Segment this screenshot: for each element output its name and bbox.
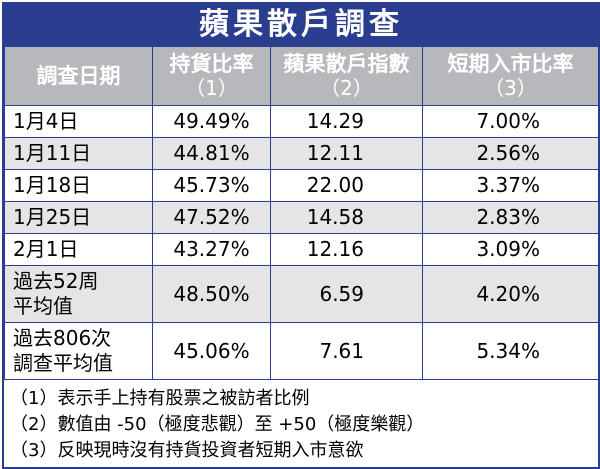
entry-ratio-cell: 2.56% (422, 137, 599, 170)
table-row: 2月1日 43.27% 12.16 3.09% (4, 233, 599, 266)
retail-index-cell: 14.58 (270, 201, 423, 234)
row-date-label: 1月18日 (4, 169, 153, 202)
entry-ratio-cell: 4.20% (422, 265, 599, 323)
table-row: 過去806次 調查平均值 45.06% 7.61 5.34% (4, 322, 599, 380)
table-row: 1月18日 45.73% 22.00 3.37% (4, 169, 599, 202)
row-date-label: 1月4日 (4, 105, 153, 138)
holding-ratio-cell: 45.73% (152, 169, 271, 202)
survey-table: 調查日期 持貨比率 （1） 蘋果散戶指數 （2） 短期入市比率 （3） 1月4日 49… (4, 46, 599, 380)
holding-ratio-cell: 45.06% (152, 322, 271, 380)
retail-index-cell: 14.29 (270, 105, 423, 138)
entry-ratio-cell: 7.00% (422, 105, 599, 138)
retail-index-cell: 12.11 (270, 137, 423, 170)
retail-index-cell: 7.61 (270, 322, 423, 380)
retail-index-cell: 6.59 (270, 265, 423, 323)
retail-index-cell: 22.00 (270, 169, 423, 202)
entry-ratio-cell: 3.37% (422, 169, 599, 202)
header-survey-date: 調查日期 (4, 46, 153, 106)
header-retail-index: 蘋果散戶指數 （2） (270, 46, 423, 106)
entry-ratio-cell: 3.09% (422, 233, 599, 266)
table-row: 過去52周 平均值 48.50% 6.59 4.20% (4, 265, 599, 323)
table-row: 1月4日 49.49% 14.29 7.00% (4, 105, 599, 138)
holding-ratio-cell: 43.27% (152, 233, 271, 266)
header-short-term-entry: 短期入市比率 （3） (422, 46, 599, 106)
footnote-2: （2）數值由 -50（極度悲觀）至 +50（極度樂觀） (10, 414, 425, 435)
table-header-row: 調查日期 持貨比率 （1） 蘋果散戶指數 （2） 短期入市比率 （3） (4, 46, 599, 106)
entry-ratio-cell: 2.83% (422, 201, 599, 234)
footnote-1: （1）表示手上持有股票之被訪者比例 (10, 388, 310, 409)
holding-ratio-cell: 48.50% (152, 265, 271, 323)
retail-index-cell: 12.16 (270, 233, 423, 266)
row-date-label: 1月25日 (4, 201, 153, 234)
row-period-label: 過去52周 平均值 (4, 265, 153, 323)
entry-ratio-cell: 5.34% (422, 322, 599, 380)
table-row: 1月11日 44.81% 12.11 2.56% (4, 137, 599, 170)
holding-ratio-cell: 49.49% (152, 105, 271, 138)
holding-ratio-cell: 44.81% (152, 137, 271, 170)
row-date-label: 1月11日 (4, 137, 153, 170)
table-row: 1月25日 47.52% 14.58 2.83% (4, 201, 599, 234)
footnotes: （1）表示手上持有股票之被訪者比例 （2）數值由 -50（極度悲觀）至 +50（… (10, 386, 596, 464)
page-title: 蘋果散戶調查 (4, 4, 598, 46)
row-date-label: 2月1日 (4, 233, 153, 266)
header-holding-ratio: 持貨比率 （1） (152, 46, 271, 106)
footnote-3: （3）反映現時沒有持貨投資者短期入市意欲 (10, 440, 364, 461)
holding-ratio-cell: 47.52% (152, 201, 271, 234)
row-period-label: 過去806次 調查平均值 (4, 322, 153, 380)
